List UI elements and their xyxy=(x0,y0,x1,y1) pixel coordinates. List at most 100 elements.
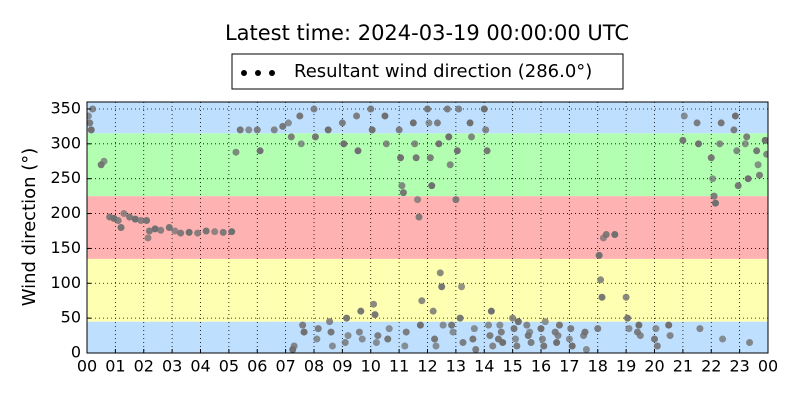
legend-marker xyxy=(255,70,261,76)
point xyxy=(270,126,278,134)
x-tick-label: 04 xyxy=(190,357,210,376)
point xyxy=(439,321,447,329)
point xyxy=(357,307,365,315)
point xyxy=(384,335,392,343)
point xyxy=(300,328,308,336)
point xyxy=(165,224,173,231)
point xyxy=(513,342,521,350)
point xyxy=(144,234,152,242)
point xyxy=(435,140,443,148)
point xyxy=(100,157,108,165)
y-tick-label: 150 xyxy=(50,238,81,257)
point xyxy=(730,126,738,134)
point xyxy=(653,342,661,350)
point xyxy=(761,136,768,144)
legend-marker xyxy=(241,70,247,76)
point xyxy=(754,161,762,169)
point xyxy=(114,217,122,225)
point xyxy=(398,182,406,190)
point xyxy=(436,269,444,277)
x-tick-label: 00 xyxy=(77,357,97,376)
point xyxy=(696,325,704,333)
x-tick-label: 16 xyxy=(531,357,551,376)
point xyxy=(126,213,134,221)
point xyxy=(120,210,128,218)
points xyxy=(87,105,768,353)
point xyxy=(595,251,603,259)
point xyxy=(744,175,752,183)
point xyxy=(328,342,336,350)
point xyxy=(680,112,688,120)
point xyxy=(340,140,348,148)
point xyxy=(763,150,768,158)
point xyxy=(611,230,619,238)
x-tick-label: 10 xyxy=(361,357,381,376)
point xyxy=(496,321,504,329)
point xyxy=(509,314,517,322)
bands xyxy=(87,102,768,353)
point xyxy=(151,225,159,233)
point xyxy=(540,342,548,350)
point xyxy=(438,283,446,291)
point xyxy=(565,335,573,343)
point xyxy=(469,335,477,343)
point xyxy=(470,325,478,333)
x-tick-label: 11 xyxy=(389,357,409,376)
point xyxy=(382,140,390,148)
point xyxy=(537,325,545,333)
point xyxy=(395,126,403,134)
point xyxy=(426,154,434,162)
point xyxy=(236,126,244,134)
x-tick-label: 21 xyxy=(673,357,693,376)
point xyxy=(414,196,422,204)
point xyxy=(385,325,393,333)
point xyxy=(354,147,362,155)
point xyxy=(368,126,376,134)
point xyxy=(284,119,292,127)
point xyxy=(381,112,389,120)
x-tick-label: 00 xyxy=(758,357,778,376)
point xyxy=(401,342,409,350)
y-tick-label: 350 xyxy=(50,98,81,117)
point xyxy=(177,229,185,237)
point xyxy=(694,140,702,148)
legend-box xyxy=(231,53,624,90)
point xyxy=(712,199,720,207)
y-tick-label: 50 xyxy=(61,308,81,327)
point xyxy=(485,321,493,329)
point xyxy=(665,321,673,329)
point xyxy=(710,192,718,200)
point xyxy=(624,314,632,322)
point xyxy=(87,126,95,134)
x-tick-label: 09 xyxy=(332,357,352,376)
point xyxy=(733,147,741,155)
point xyxy=(256,147,264,155)
point xyxy=(344,332,352,340)
point xyxy=(455,105,463,113)
point xyxy=(397,154,405,162)
point xyxy=(445,133,453,141)
point xyxy=(137,217,145,225)
point xyxy=(202,227,210,235)
x-tick-label: 07 xyxy=(275,357,295,376)
point xyxy=(458,283,466,291)
point xyxy=(693,119,701,127)
x-tick-label: 23 xyxy=(729,357,749,376)
point xyxy=(433,119,441,127)
point xyxy=(211,228,219,236)
point xyxy=(253,126,261,134)
x-tick-label: 13 xyxy=(446,357,466,376)
point xyxy=(367,105,375,113)
point xyxy=(709,175,717,183)
point xyxy=(555,321,563,329)
point xyxy=(480,105,488,113)
point xyxy=(287,133,295,141)
point xyxy=(453,147,461,155)
point xyxy=(429,307,437,315)
x-tick-label: 05 xyxy=(219,357,239,376)
point xyxy=(87,119,94,127)
point xyxy=(707,154,715,162)
point xyxy=(622,293,630,301)
x-tick-label: 17 xyxy=(559,357,579,376)
